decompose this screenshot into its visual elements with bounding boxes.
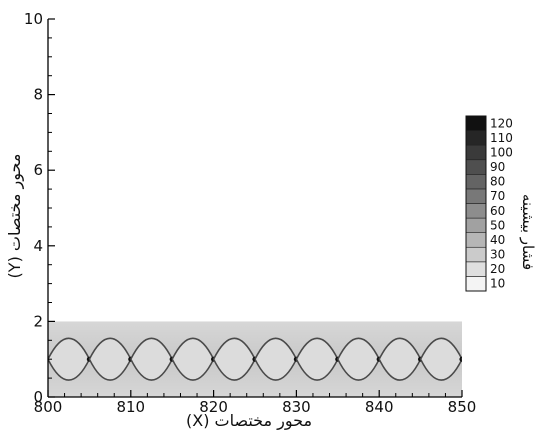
shock-front-upper (48, 357, 49, 360)
colorbar-swatch (465, 232, 487, 248)
colorbar-swatch (465, 144, 487, 161)
shock-cell (89, 338, 131, 381)
colorbar-swatch (465, 276, 487, 292)
colorbar-label: 50 (490, 218, 505, 232)
shock-cell (420, 338, 462, 381)
shock-front-lower (88, 358, 132, 381)
shock-front-upper (337, 337, 380, 360)
x-tick-label: 800 (34, 398, 63, 416)
shock-cell (462, 338, 503, 380)
shock-front-upper (254, 337, 298, 360)
colorbar-label: 10 (490, 277, 505, 291)
colorbar-frame (465, 115, 487, 292)
colorbar-label: 80 (490, 175, 505, 189)
shock-front-upper (419, 337, 462, 360)
shock-front-lower (130, 358, 173, 381)
colorbar-title: فشار بیشینه (519, 194, 535, 270)
shock-cell (379, 338, 421, 381)
colorbar-label: 70 (490, 189, 505, 203)
triple-point (459, 356, 462, 362)
triple-point (501, 357, 506, 362)
shock-front-upper (461, 357, 462, 360)
shock-front-upper (171, 337, 215, 360)
shock-front-lower (212, 358, 256, 381)
shock-front-lower (254, 358, 298, 381)
colorbar-label: 120 (490, 116, 513, 130)
x-tick-label: 820 (199, 398, 228, 416)
shock-cell (296, 338, 338, 381)
shock-cell (337, 338, 380, 381)
colorbar-swatch (465, 130, 487, 146)
shock-front-lower (378, 358, 422, 381)
y-axis-label: محور مختصات (Y) (5, 154, 25, 279)
shock-front-upper (503, 338, 535, 359)
x-tick-label: 850 (448, 398, 477, 416)
shock-front-upper (130, 337, 173, 360)
colorbar-swatch (465, 159, 487, 175)
shock-front-lower (461, 359, 462, 361)
shock-front-lower (295, 358, 339, 381)
colorbar-label: 40 (490, 233, 505, 247)
y-tick-label: 2 (33, 312, 43, 330)
colorbar-swatch (465, 261, 487, 277)
colorbar-swatch (465, 188, 487, 204)
shock-cell (172, 338, 214, 381)
x-tick-label: 810 (116, 398, 145, 416)
colorbar-swatch (465, 246, 487, 263)
shock-front-upper (212, 337, 256, 360)
shock-front-upper (378, 337, 422, 360)
pressure-field (7, 321, 535, 397)
shock-front-upper (48, 337, 91, 360)
colorbar-label: 60 (490, 204, 505, 218)
x-tick-label: 830 (282, 398, 311, 416)
shock-cell (48, 338, 90, 381)
colorbar-label: 20 (490, 262, 505, 276)
shock-front-upper (295, 337, 339, 360)
y-tick-label: 10 (24, 10, 43, 28)
colorbar-label: 100 (490, 145, 513, 159)
shock-cell (7, 338, 48, 380)
colorbar-swatch (465, 217, 487, 233)
x-axis-label: محور مختصات (X) (186, 411, 312, 431)
colorbar-label: 90 (490, 160, 505, 174)
x-tick-label: 840 (365, 398, 394, 416)
shock-front-lower (48, 359, 49, 361)
shock-front-lower (337, 358, 380, 381)
shock-cell (503, 338, 535, 380)
shock-cell (255, 338, 297, 381)
colorbar-swatch (465, 115, 487, 131)
y-tick-label: 0 (33, 388, 43, 406)
colorbar-label: 30 (490, 248, 505, 262)
colorbar-swatch (465, 174, 487, 190)
colorbar-swatch (465, 203, 487, 219)
shock-front-lower (171, 358, 215, 381)
y-tick-label: 6 (33, 161, 43, 179)
y-tick-label: 4 (33, 237, 43, 255)
shock-front-lower (503, 359, 535, 380)
colorbar-label: 110 (490, 131, 513, 145)
shock-cell (213, 338, 255, 381)
shock-front-lower (48, 358, 91, 381)
shock-front-lower (419, 358, 462, 381)
shock-cell (130, 338, 173, 381)
shock-front-upper (88, 337, 132, 360)
y-tick-label: 8 (33, 86, 43, 104)
